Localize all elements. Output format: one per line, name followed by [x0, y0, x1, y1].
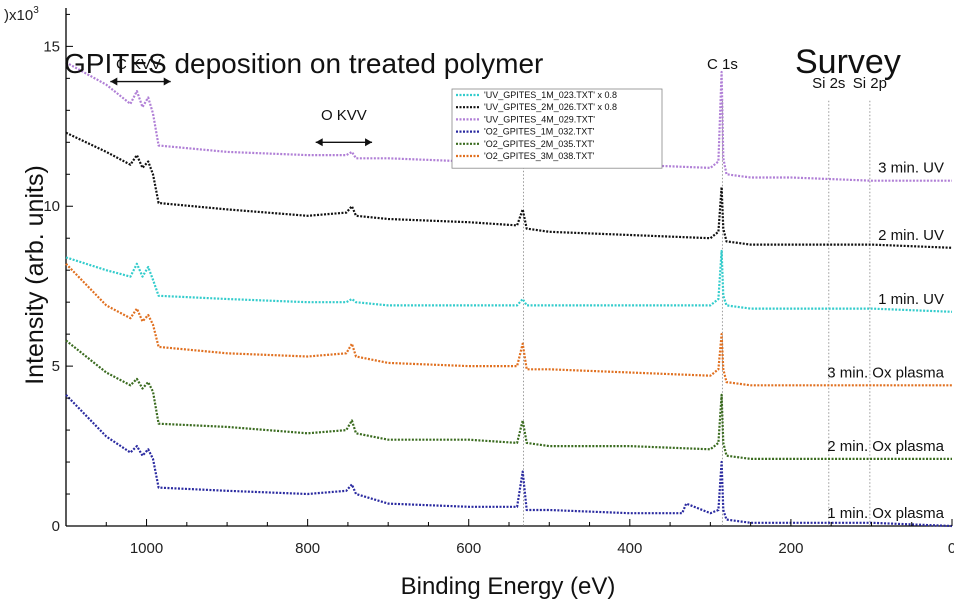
x-axis-title: Binding Energy (eV) [401, 573, 616, 600]
series-line-1-min-ox-plasma [65, 394, 953, 528]
arrowhead-left [110, 77, 118, 86]
legend-entry: 'O2_GPITES_2M_035.TXT' [484, 139, 595, 149]
peak-label-c-1s: C 1s [707, 56, 738, 73]
y-multiplier-prefix: ) [4, 7, 9, 24]
arrowhead-right [163, 77, 171, 86]
legend-box [451, 88, 663, 169]
legend-entry: 'UV_GPITES_4M_029.TXT' [484, 114, 595, 124]
y-multiplier-base: x10 [9, 7, 33, 24]
peak-label-c-kvv: C KVV [116, 56, 161, 73]
legend-entry: 'O2_GPITES_3M_038.TXT' [484, 151, 595, 161]
reference-lines [522, 100, 871, 526]
series-label-1-min-uv: 1 min. UV [878, 291, 944, 308]
chart-title: GPITES deposition on treated polymer [64, 48, 543, 79]
chart-subtitle: Survey [795, 43, 901, 81]
x-tick-label: 800 [295, 540, 320, 557]
series-label-3-min-uv: 3 min. UV [878, 160, 944, 177]
legend-entry: 'UV_GPITES_1M_023.TXT' x 0.8 [484, 90, 617, 100]
series-label-1-min-ox-plasma: 1 min. Ox plasma [827, 505, 944, 522]
series-line-2-min-ox-plasma [65, 339, 952, 460]
x-tick-label: 400 [617, 540, 642, 557]
series-label-2-min-uv: 2 min. UV [878, 227, 944, 244]
peak-label-si-2p: Si 2p [853, 75, 887, 92]
peak-label-o-kvv: O KVV [321, 107, 367, 124]
y-tick-label: 0 [52, 518, 60, 535]
legend-entry: 'UV_GPITES_2M_026.TXT' x 0.8 [484, 102, 617, 112]
x-axis: 1000 800 600 400 200 0 [65, 519, 954, 557]
x-tick-label: 1000 [130, 540, 163, 557]
arrowhead-right [365, 138, 373, 147]
x-tick-label: 200 [778, 540, 803, 557]
arrowhead-left [315, 138, 323, 147]
y-tick-label: 15 [43, 38, 60, 55]
y-axis: 0 5 10 15 [43, 13, 73, 535]
y-tick-label: 10 [43, 198, 60, 215]
x-tick-label: 600 [456, 540, 481, 557]
peak-label-si-2s: Si 2s [812, 75, 845, 92]
series-line-2-min-uv [65, 131, 953, 249]
y-multiplier-exp: 3 [33, 5, 39, 16]
y-axis-title: Intensity (arb. units) [21, 165, 49, 385]
y-multiplier-label: )x103 [4, 5, 39, 24]
y-tick-label: 5 [52, 358, 60, 375]
series-line-1-min-uv [65, 249, 953, 313]
series-line-3-min-ox-plasma [65, 263, 952, 387]
x-tick-label: 0 [948, 540, 954, 557]
series-label-2-min-ox-plasma: 2 min. Ox plasma [827, 438, 944, 455]
series-label-3-min-ox-plasma: 3 min. Ox plasma [827, 364, 944, 381]
legend: 'UV_GPITES_1M_023.TXT' x 0.8 'UV_GPITES_2… [451, 88, 663, 169]
legend-entry: 'O2_GPITES_1M_032.TXT' [484, 127, 595, 137]
